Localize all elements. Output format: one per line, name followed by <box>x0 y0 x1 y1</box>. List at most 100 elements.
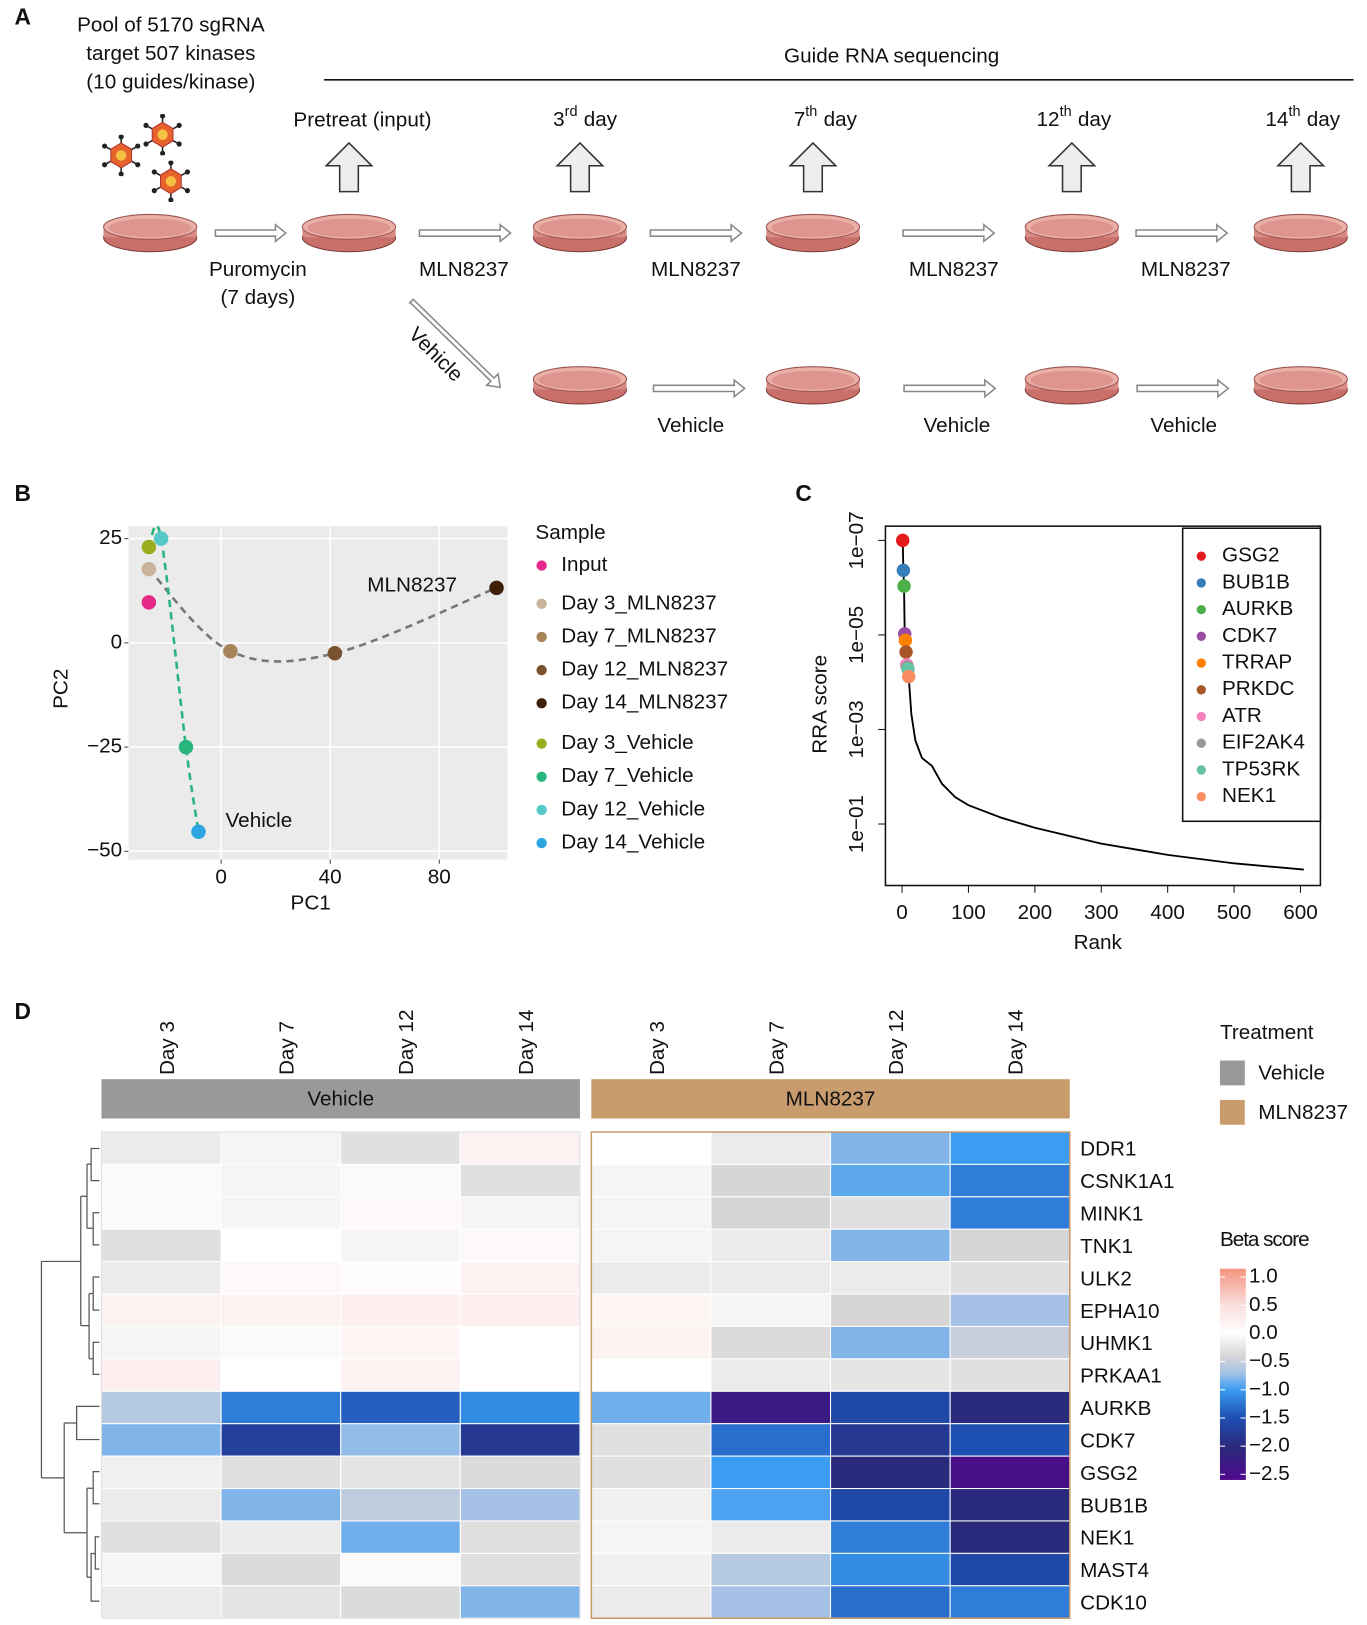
heatmap-cell <box>710 1390 832 1425</box>
heatmap-cell <box>100 1390 222 1425</box>
point <box>153 531 169 546</box>
heatmap-cell <box>220 1131 342 1165</box>
heatmap-cell <box>949 1196 1071 1230</box>
group-bar <box>591 1079 1070 1119</box>
x-tick-label: 600 <box>1283 901 1318 924</box>
legend-label: Day 14_MLN8237 <box>561 691 728 714</box>
panel-label: A <box>14 4 30 30</box>
y-tick-label: 0 <box>111 630 123 653</box>
heatmap-cell <box>830 1293 951 1327</box>
heatmap-cell <box>340 1390 461 1425</box>
vehicle-label: Vehicle <box>657 414 724 437</box>
legend-label: TP53RK <box>1222 757 1300 780</box>
heatmap-cell <box>340 1358 461 1392</box>
selection-label: Puromycin <box>209 258 307 281</box>
column-label: Day 7 <box>765 1021 788 1075</box>
heatmap-cell <box>459 1325 581 1360</box>
heatmap-cell <box>830 1390 951 1425</box>
legend-swatch <box>1196 631 1206 642</box>
row-label: DDR1 <box>1080 1138 1136 1161</box>
vehicle-branch-label: Vehicle <box>404 323 467 386</box>
legend-label: MLN8237 <box>1258 1101 1348 1124</box>
heatmap-cell <box>949 1552 1071 1587</box>
timepoint-label: 7th day <box>794 104 858 132</box>
treatment-label: MLN8237 <box>651 258 741 281</box>
group-label: Vehicle <box>307 1087 374 1110</box>
heatmap-cell <box>100 1358 222 1392</box>
group-frame <box>100 1131 581 1619</box>
point <box>141 595 157 610</box>
treatment-label: MLN8237 <box>909 258 999 281</box>
heatmap-cell <box>830 1358 951 1392</box>
timepoint-unit: day <box>824 109 858 132</box>
heatmap-cell <box>949 1163 1071 1198</box>
legend-swatch <box>536 837 547 849</box>
legend-swatch <box>1196 685 1206 695</box>
heatmap-cell <box>949 1131 1071 1165</box>
heatmap-cell <box>949 1325 1071 1360</box>
annotation: Vehicle <box>226 809 293 832</box>
heatmap-cell <box>710 1325 832 1360</box>
legend-title: Treatment <box>1220 1021 1314 1044</box>
y-tick-label: −50 <box>87 839 122 862</box>
vehicle-label: Vehicle <box>924 414 991 437</box>
y-tick-label: 1e−07 <box>845 511 868 569</box>
legend-label: Day 3_Vehicle <box>561 731 693 754</box>
treatment-label: MLN8237 <box>1141 258 1231 281</box>
heatmap-cell <box>340 1261 461 1295</box>
x-tick-label: 0 <box>215 866 227 889</box>
heatmap-cell <box>710 1358 832 1392</box>
y-axis-title: RRA score <box>809 655 832 754</box>
heatmap-cell <box>710 1552 832 1587</box>
heatmap-cell <box>949 1390 1071 1425</box>
heatmap-cell <box>459 1163 581 1198</box>
column-label: Day 12 <box>885 1009 908 1075</box>
heatmap-cell <box>100 1163 222 1198</box>
legend-swatch <box>536 631 547 643</box>
heatmap-cell <box>830 1552 951 1587</box>
y-tick-label: 1e−05 <box>845 606 868 664</box>
heatmap-cell <box>710 1423 832 1457</box>
legend-label: Day 3_MLN8237 <box>561 591 716 614</box>
point <box>141 539 157 555</box>
colorbar-tick-label: −2.0 <box>1249 1434 1290 1457</box>
row-label: MINK1 <box>1080 1203 1143 1226</box>
legend-label: ATR <box>1222 704 1262 727</box>
timepoint-unit: day <box>1307 109 1341 132</box>
heatmap-cell <box>220 1585 342 1619</box>
heatmap-cell <box>590 1390 712 1425</box>
heatmap-cell <box>710 1163 832 1198</box>
heatmap-cell <box>590 1585 712 1619</box>
row-label: TNK1 <box>1080 1235 1133 1258</box>
x-tick-label: 500 <box>1217 901 1252 924</box>
column-label: Day 3 <box>156 1021 179 1075</box>
heatmap-cell <box>340 1552 461 1587</box>
legend-label: Day 12_Vehicle <box>561 797 705 820</box>
heatmap-cell <box>100 1585 222 1619</box>
point <box>895 533 910 548</box>
heatmap-cell <box>590 1261 712 1295</box>
selection-label: (7 days) <box>220 286 295 309</box>
legend-swatch <box>1196 658 1206 668</box>
legend-label: Day 7_Vehicle <box>561 764 693 787</box>
y-tick-label: 1e−03 <box>845 700 868 758</box>
legend-label: GSG2 <box>1222 544 1280 567</box>
dendrogram <box>40 1147 100 1602</box>
point <box>898 633 913 648</box>
heatmap-cell <box>830 1261 951 1295</box>
legend-swatch <box>1219 1060 1245 1086</box>
row-label: ULK2 <box>1080 1267 1132 1290</box>
heatmap-cell <box>100 1520 222 1554</box>
column-label: Day 14 <box>1005 1009 1028 1075</box>
heatmap-cell <box>710 1293 832 1327</box>
heatmap-cell <box>459 1552 581 1587</box>
group-bar <box>101 1079 580 1119</box>
heatmap-cell <box>949 1488 1071 1522</box>
timepoint-suffix: rd <box>565 104 578 120</box>
heatmap-cell <box>459 1261 581 1295</box>
point <box>141 561 157 577</box>
heatmap-cell <box>220 1455 342 1490</box>
heatmap-cell <box>710 1131 832 1165</box>
heatmap-cell <box>220 1261 342 1295</box>
heatmap-cell <box>100 1228 222 1263</box>
